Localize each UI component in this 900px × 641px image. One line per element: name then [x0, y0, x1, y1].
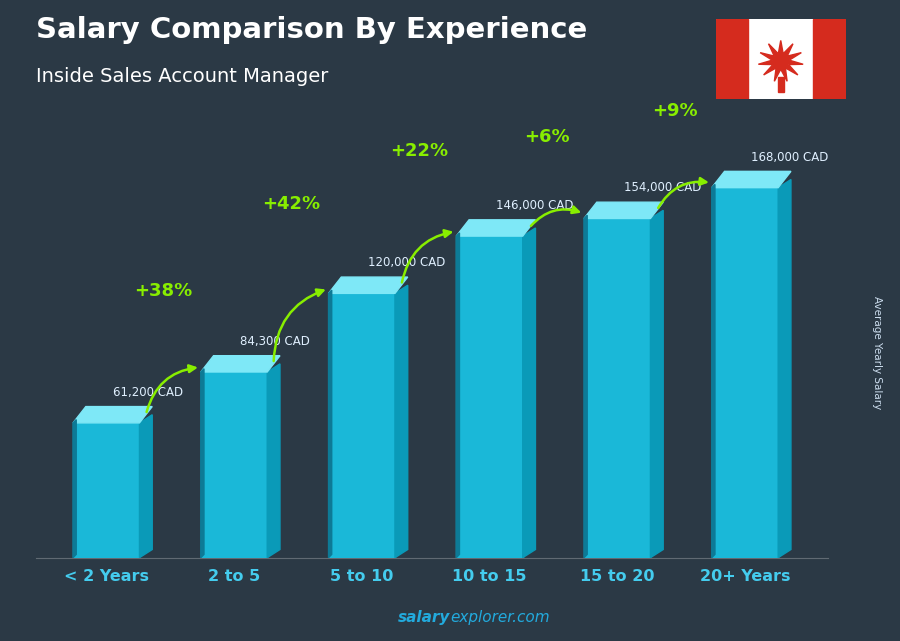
Polygon shape — [651, 210, 663, 558]
Polygon shape — [778, 78, 784, 92]
Polygon shape — [456, 220, 536, 236]
Polygon shape — [712, 188, 778, 558]
Polygon shape — [140, 415, 152, 558]
Text: 120,000 CAD: 120,000 CAD — [368, 256, 446, 269]
Polygon shape — [759, 40, 803, 81]
Text: 146,000 CAD: 146,000 CAD — [496, 199, 573, 212]
Polygon shape — [584, 215, 587, 558]
Polygon shape — [814, 19, 846, 99]
Polygon shape — [267, 364, 280, 558]
Text: Average Yearly Salary: Average Yearly Salary — [872, 296, 883, 409]
Polygon shape — [456, 233, 460, 558]
Polygon shape — [584, 219, 651, 558]
Text: 168,000 CAD: 168,000 CAD — [752, 151, 829, 163]
Polygon shape — [73, 420, 77, 558]
Text: Inside Sales Account Manager: Inside Sales Account Manager — [36, 67, 328, 87]
Text: salary: salary — [398, 610, 450, 625]
Text: +22%: +22% — [391, 142, 448, 160]
Polygon shape — [201, 372, 267, 558]
Polygon shape — [778, 179, 791, 558]
Polygon shape — [716, 19, 748, 99]
Text: +6%: +6% — [524, 128, 570, 146]
Text: 84,300 CAD: 84,300 CAD — [240, 335, 310, 348]
Text: Salary Comparison By Experience: Salary Comparison By Experience — [36, 16, 587, 44]
Polygon shape — [201, 369, 204, 558]
Text: explorer.com: explorer.com — [450, 610, 550, 625]
FancyArrowPatch shape — [402, 230, 451, 283]
Polygon shape — [712, 171, 791, 188]
Polygon shape — [328, 277, 408, 294]
Text: +9%: +9% — [652, 102, 698, 120]
FancyArrowPatch shape — [658, 178, 706, 208]
Polygon shape — [201, 356, 280, 372]
Polygon shape — [456, 236, 523, 558]
Polygon shape — [584, 202, 663, 219]
FancyArrowPatch shape — [531, 206, 579, 226]
Polygon shape — [395, 285, 408, 558]
Text: 154,000 CAD: 154,000 CAD — [624, 181, 701, 194]
Polygon shape — [328, 290, 332, 558]
Polygon shape — [523, 228, 536, 558]
FancyArrowPatch shape — [274, 290, 323, 361]
Text: +42%: +42% — [263, 195, 320, 213]
Polygon shape — [73, 406, 152, 423]
Polygon shape — [73, 423, 140, 558]
Polygon shape — [712, 185, 715, 558]
FancyArrowPatch shape — [147, 365, 195, 412]
Text: +38%: +38% — [135, 282, 193, 300]
Text: 61,200 CAD: 61,200 CAD — [112, 386, 183, 399]
Polygon shape — [328, 294, 395, 558]
